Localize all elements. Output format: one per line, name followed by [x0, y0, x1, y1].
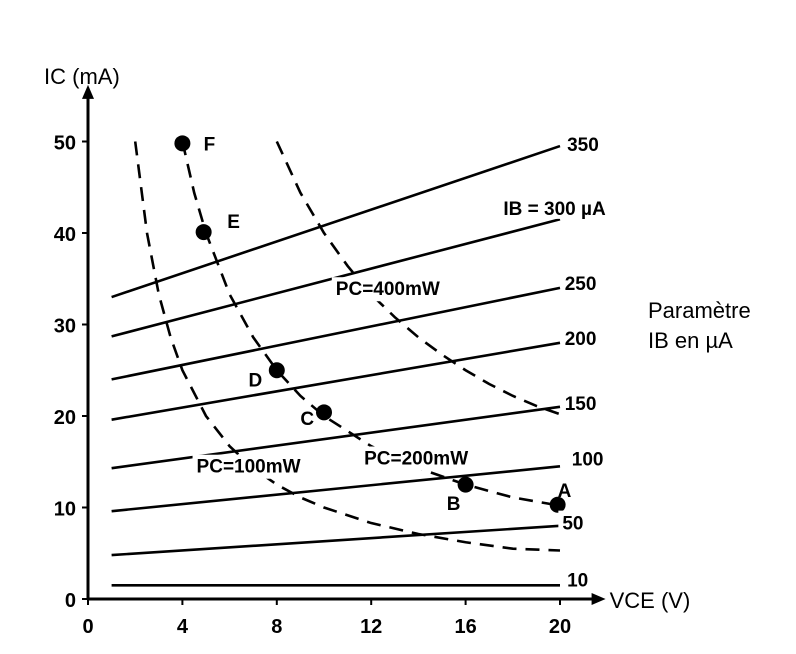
- point-E: [195, 224, 212, 241]
- x-tick-label: 4: [177, 616, 189, 638]
- power-curve: [133, 141, 561, 552]
- power-curve-label-bg: [331, 277, 460, 302]
- curve-label-bg: [558, 510, 589, 534]
- point-label-F: F: [204, 134, 216, 155]
- power-curves: PC=100mW PC=200mW PC=400mW: [133, 140, 561, 552]
- curve-label-bg: [560, 390, 602, 414]
- curve-label-bg: [560, 270, 602, 294]
- point-A: [549, 496, 566, 513]
- ib-curves: [111, 144, 561, 587]
- ib-line-100: [111, 465, 561, 513]
- y-axis-arrow: [82, 84, 94, 99]
- ib-line-3: [111, 405, 561, 470]
- point-C: [316, 404, 332, 421]
- curve-label-bg: [567, 446, 609, 470]
- point-F: [174, 135, 191, 152]
- power-curve: [275, 140, 561, 416]
- point-label-D: D: [248, 370, 262, 391]
- curve-labels: 350 IB = 300 µA 250 200 150 100 50 10: [499, 131, 629, 591]
- power-curve-label: PC=200mW: [364, 448, 468, 469]
- y-tick-label: 30: [54, 316, 76, 338]
- ib-line-IB = 300 µA: [111, 144, 561, 299]
- power-curve-label-bg: [192, 454, 321, 479]
- ib-line-50: [111, 524, 561, 557]
- x-tick-label: 20: [549, 616, 571, 638]
- x-tick-label: 12: [360, 616, 382, 638]
- point-label-B: B: [447, 494, 461, 515]
- curve-label-bg: [499, 195, 629, 219]
- y-tick-label: 50: [54, 133, 76, 155]
- curve-label: 150: [565, 394, 597, 415]
- y-tick-label: 40: [54, 224, 76, 246]
- parameter-caption: Paramètre IB en µA: [648, 296, 751, 356]
- curve-label-bg: [563, 131, 605, 155]
- point-B: [457, 476, 474, 493]
- curve-label-bg: [563, 567, 594, 591]
- curve-label: IB = 300 µA: [503, 199, 606, 220]
- parameter-caption-line-1: Paramètre: [648, 298, 751, 323]
- power-curve-label: PC=400mW: [336, 279, 440, 300]
- curve-label: 10: [567, 570, 588, 591]
- point-D: [268, 362, 285, 379]
- ib-line-150: [111, 341, 561, 421]
- ib-line-200: [111, 286, 561, 381]
- x-axis-arrow: [591, 593, 606, 605]
- curve-label: 200: [565, 329, 597, 350]
- parameter-caption-line-2: IB en µA: [648, 328, 733, 353]
- curve-label-bg: [560, 325, 602, 349]
- y-tick-label: 10: [54, 499, 76, 521]
- y-tick-label: 0: [65, 590, 76, 612]
- point-label-A: A: [558, 481, 572, 502]
- x-tick-label: 8: [271, 616, 282, 638]
- curve-label: 50: [562, 514, 583, 535]
- x-tick-label: 0: [82, 616, 93, 638]
- y-tick-label: 20: [54, 407, 76, 429]
- curve-label: 100: [572, 450, 604, 471]
- point-label-E: E: [227, 212, 240, 233]
- power-curve-label-bg: [360, 446, 489, 471]
- curve-label: 250: [565, 274, 597, 295]
- power-curve-label: PC=100mW: [197, 457, 301, 478]
- x-axis-title: VCE (V): [610, 588, 691, 613]
- y-axis-title: IC (mA): [44, 64, 120, 89]
- x-tick-label: 16: [454, 616, 476, 638]
- operating-points: A B C D E F: [174, 134, 572, 515]
- curve-label: 350: [567, 135, 599, 156]
- point-label-C: C: [300, 409, 314, 430]
